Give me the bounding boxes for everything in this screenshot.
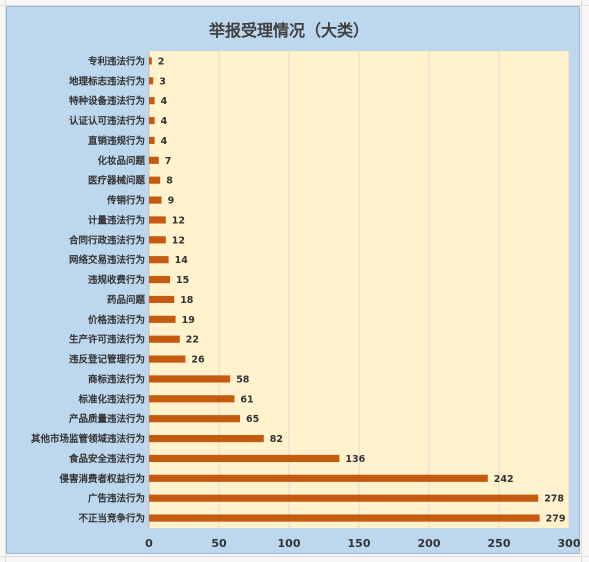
bar	[149, 355, 186, 363]
bar	[149, 156, 159, 164]
category-label: 直销违规行为	[88, 135, 145, 147]
bar	[149, 295, 175, 304]
data-label: 58	[236, 374, 250, 385]
data-label: 82	[270, 434, 283, 445]
category-label: 生产许可违法行为	[69, 334, 145, 346]
data-label: 4	[161, 96, 168, 107]
bar	[149, 275, 170, 284]
chart-area[interactable]: 举报受理情况（大类） 0 50 100 150 200 250 300 专利违法行为 2 地理标志违…	[6, 6, 581, 554]
bar	[149, 494, 539, 502]
chart-title: 举报受理情况（大类）	[208, 21, 369, 40]
data-label: 279	[546, 514, 566, 525]
category-label: 违规收费行为	[88, 274, 145, 286]
x-tick-label: 250	[488, 537, 511, 550]
category-label: 医疗器械问题	[88, 175, 146, 187]
bar	[149, 514, 540, 522]
data-label: 242	[494, 474, 514, 485]
x-tick-label: 300	[558, 537, 581, 550]
data-label: 8	[166, 176, 173, 187]
bar	[149, 434, 264, 443]
bar	[149, 454, 340, 463]
bar	[149, 77, 154, 85]
sheet-gridline	[5, 0, 6, 562]
x-tick-label: 50	[211, 537, 227, 550]
data-label: 22	[186, 335, 199, 346]
data-label: 4	[161, 116, 168, 127]
data-label: 9	[168, 196, 175, 207]
data-label: 18	[180, 295, 194, 306]
data-label: 7	[165, 156, 172, 167]
sheet-gridline	[581, 0, 582, 562]
bar-chart: 举报受理情况（大类） 0 50 100 150 200 250 300 专利违法行为 2 地理标志违…	[31, 21, 581, 550]
data-label: 3	[159, 76, 166, 87]
category-label: 其他市场监管领域违法行为	[31, 433, 145, 445]
bar	[149, 474, 488, 482]
bar	[149, 236, 166, 244]
x-tick-label: 100	[278, 537, 301, 550]
bar	[149, 57, 152, 65]
category-label: 产品质量违法行为	[69, 413, 145, 425]
data-label: 65	[246, 414, 259, 425]
bar	[149, 116, 155, 125]
category-label: 食品安全违法行为	[68, 453, 145, 465]
category-label: 价格违法行为	[88, 314, 145, 326]
data-label: 12	[172, 235, 185, 246]
data-label: 26	[191, 355, 205, 366]
category-label: 化妆品问题	[97, 155, 145, 167]
x-tick-label: 150	[348, 537, 371, 550]
sheet-gridline	[0, 556, 589, 557]
bar	[149, 415, 240, 423]
category-label: 不正当竞争行为	[78, 513, 145, 525]
category-label: 商标违法行为	[88, 373, 145, 385]
category-label: 认证认可违法行为	[69, 115, 145, 127]
bar	[149, 315, 176, 323]
data-label: 136	[345, 454, 365, 465]
bar	[149, 136, 155, 145]
bar	[149, 176, 161, 184]
category-label: 侵害消费者权益行为	[58, 473, 145, 485]
data-label: 15	[176, 275, 189, 286]
x-tick-label: 0	[145, 537, 153, 550]
bar	[149, 375, 231, 383]
category-label: 药品问题	[107, 294, 146, 306]
category-label: 合同行政违法行为	[69, 234, 145, 246]
category-label: 传销行为	[106, 195, 145, 207]
data-label: 12	[172, 215, 185, 226]
data-label: 19	[182, 315, 195, 326]
category-label: 违反登记管理行为	[69, 354, 145, 366]
category-label: 网络交易违法行为	[69, 254, 145, 266]
x-tick-label: 200	[418, 537, 441, 550]
category-label: 标准化违法行为	[77, 393, 145, 405]
bar	[149, 196, 162, 204]
category-label: 计量违法行为	[88, 214, 145, 226]
data-label: 14	[175, 255, 189, 266]
bar	[149, 335, 180, 343]
data-label: 61	[240, 394, 253, 405]
bar	[149, 97, 155, 105]
category-label: 地理标志违法行为	[69, 75, 145, 87]
category-label: 特种设备违法行为	[69, 95, 145, 107]
data-label: 4	[161, 136, 168, 147]
bar	[149, 395, 235, 403]
sheet-gridline	[0, 5, 589, 6]
data-label: 2	[158, 56, 165, 67]
category-label: 广告违法行为	[88, 493, 145, 505]
bar	[149, 256, 169, 264]
data-label: 278	[544, 494, 564, 505]
category-label: 专利违法行为	[88, 55, 145, 67]
bar	[149, 216, 166, 224]
